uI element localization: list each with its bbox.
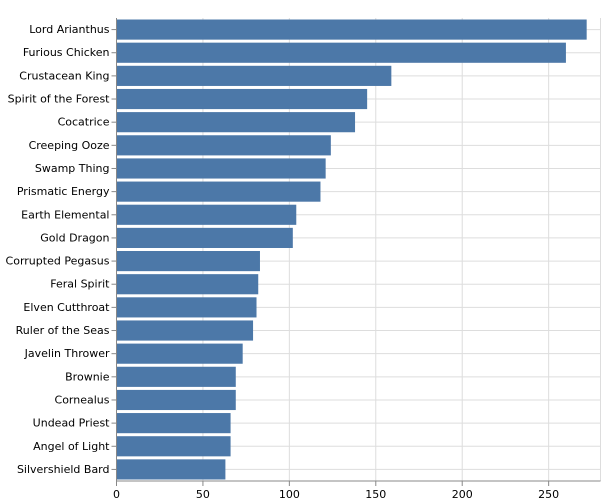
category-label: Furious Chicken xyxy=(23,46,110,59)
category-label: Prismatic Energy xyxy=(17,185,110,198)
category-label: Lord Arianthus xyxy=(29,23,110,36)
category-label: Cocatrice xyxy=(58,116,110,129)
x-tick-label: 100 xyxy=(279,488,300,501)
x-tick-label: 200 xyxy=(452,488,473,501)
category-label: Angel of Light xyxy=(33,440,110,453)
category-label: Crustacean King xyxy=(19,69,109,82)
category-label: Gold Dragon xyxy=(40,231,109,244)
category-label: Earth Elemental xyxy=(21,208,109,221)
bar xyxy=(116,204,297,225)
bar xyxy=(116,436,231,457)
grid-layer xyxy=(116,18,601,481)
x-tick-label: 0 xyxy=(113,488,120,501)
bar xyxy=(116,65,392,86)
bar-layer xyxy=(116,19,587,480)
category-label: Spirit of the Forest xyxy=(8,93,111,106)
bar xyxy=(116,251,260,272)
axis-layer: Lord Arianthus Furious Chicken Crustacean … xyxy=(6,18,601,501)
category-label: Undead Priest xyxy=(33,417,111,430)
bar xyxy=(116,227,293,248)
category-label: Swamp Thing xyxy=(35,162,110,175)
bar xyxy=(116,413,231,434)
category-label: Creeping Ooze xyxy=(29,139,110,152)
category-label: Feral Spirit xyxy=(50,278,110,291)
category-label: Cornealus xyxy=(55,393,110,406)
category-label: Silvershield Bard xyxy=(17,463,110,476)
x-tick-label: 150 xyxy=(365,488,386,501)
category-label: Javelin Thrower xyxy=(24,347,110,360)
bar xyxy=(116,297,257,318)
bar xyxy=(116,112,356,133)
bar xyxy=(116,42,566,63)
bar xyxy=(116,459,226,480)
category-label: Ruler of the Seas xyxy=(16,324,110,337)
bar xyxy=(116,88,368,110)
bar xyxy=(116,343,243,364)
category-label: Elven Cutthroat xyxy=(23,301,110,314)
bar xyxy=(116,135,331,156)
category-label: Brownie xyxy=(65,370,110,383)
bar xyxy=(116,320,254,341)
bar xyxy=(116,366,236,387)
x-tick-label: 250 xyxy=(538,488,559,501)
bar xyxy=(116,274,259,295)
bar xyxy=(116,181,321,202)
bar xyxy=(116,19,587,40)
x-tick-label: 50 xyxy=(196,488,210,501)
category-label: Corrupted Pegasus xyxy=(6,255,110,268)
bar xyxy=(116,389,236,411)
bar xyxy=(116,158,326,179)
